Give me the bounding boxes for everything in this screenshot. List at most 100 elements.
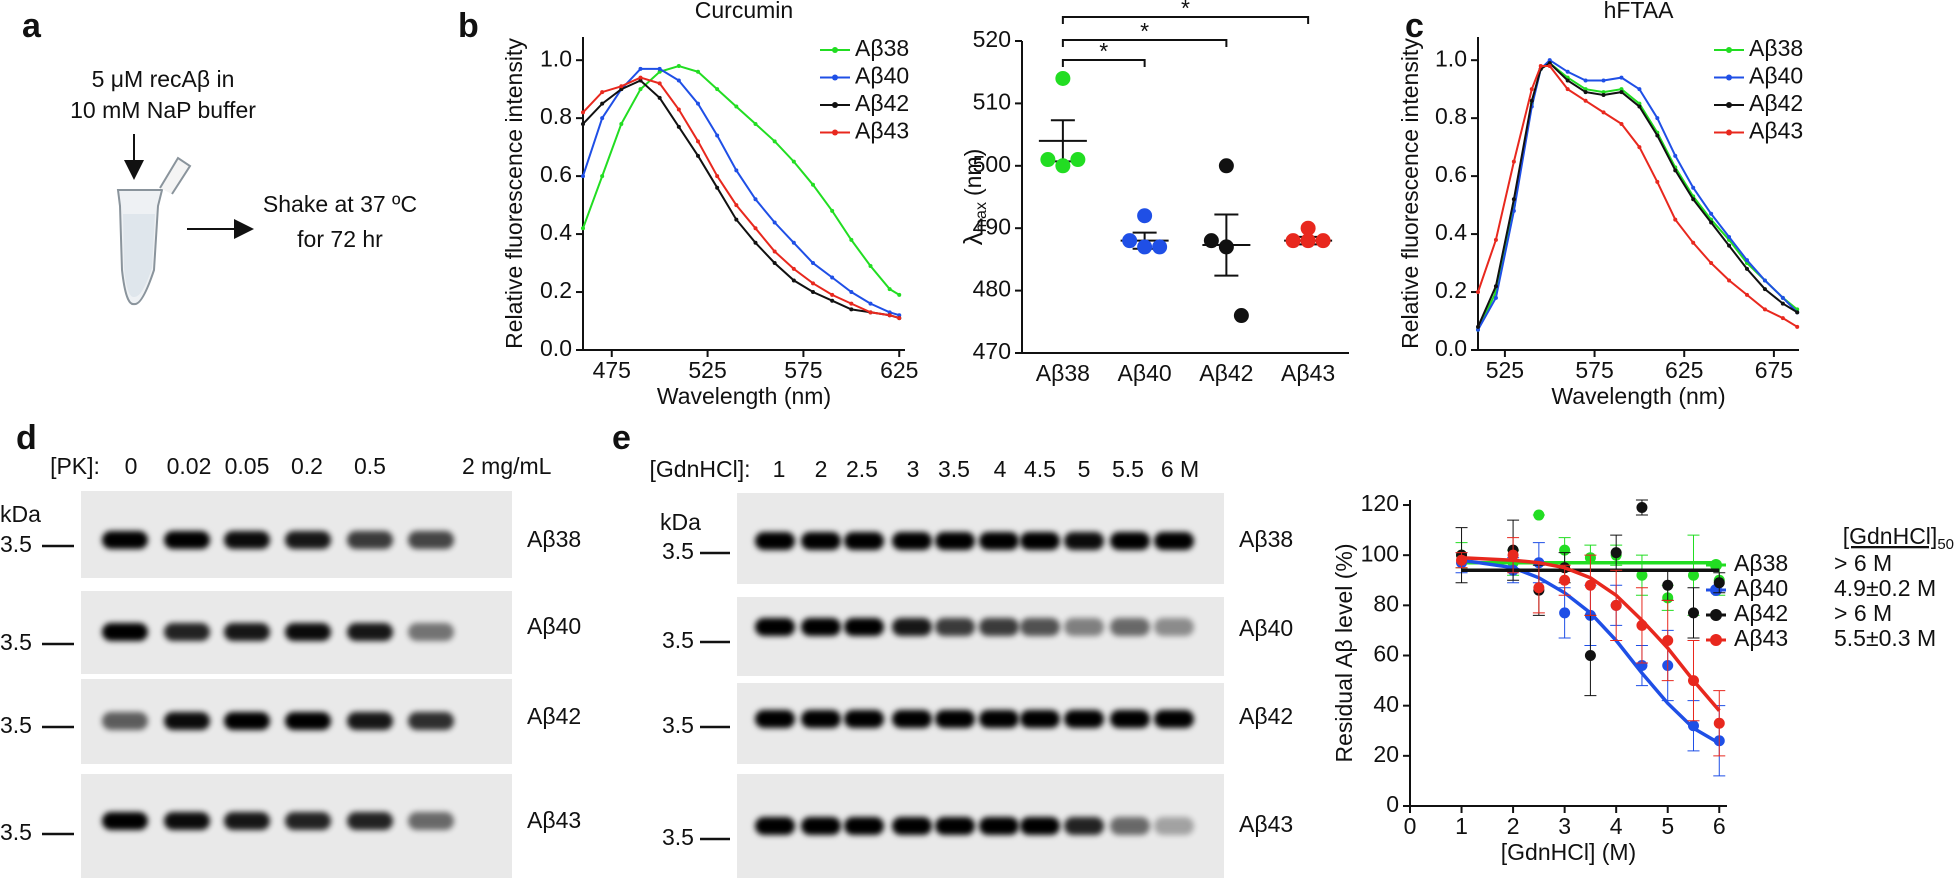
marker-label: 3.5: [0, 712, 32, 738]
blot-band: [224, 531, 270, 549]
data-point: [1152, 239, 1168, 255]
data-point: [1476, 327, 1480, 332]
data-point: [1533, 509, 1545, 521]
blot-header: [GdnHCl]:: [650, 456, 751, 482]
legend-label: Aβ42: [855, 90, 909, 116]
data-point: [1662, 579, 1674, 591]
blot-band: [408, 812, 454, 830]
data-point: [1673, 217, 1678, 222]
data-point: [734, 203, 739, 208]
data-point: [849, 307, 854, 312]
blot-band: [892, 532, 932, 550]
unit-label: kDa: [0, 501, 41, 527]
data-point: [696, 139, 700, 144]
blot-band: [1154, 532, 1194, 550]
blot-band: [285, 712, 331, 730]
data-point: [1762, 287, 1767, 292]
blot-band: [755, 710, 795, 728]
data-point: [791, 159, 796, 164]
data-point: [600, 101, 605, 106]
axis-line: [1021, 41, 1349, 354]
data-point: [1619, 90, 1624, 95]
data-point: [1529, 98, 1534, 103]
x-tick-label: 6: [1713, 813, 1726, 839]
blot-band: [1110, 817, 1150, 835]
row-label: Aβ38: [527, 526, 581, 552]
data-point: [676, 107, 681, 112]
data-point: [1744, 266, 1749, 271]
y-tick-label: 1.0: [540, 45, 572, 71]
data-point: [1673, 153, 1678, 158]
data-point: [657, 66, 662, 71]
legend-title-subscript: 50: [1937, 536, 1954, 553]
significance-label: *: [1181, 0, 1190, 21]
data-point: [1476, 290, 1480, 295]
schematic: 5 μM recAβ in 10 mM NaP buffer Shake at …: [70, 66, 417, 306]
marker-label: 3.5: [662, 627, 694, 653]
x-tick-label: 0: [1404, 813, 1417, 839]
legend-marker: [1726, 47, 1732, 53]
data-point: [1619, 121, 1624, 126]
x-tick-label: 575: [784, 357, 822, 383]
y-tick-label: 40: [1373, 691, 1399, 717]
blot-band: [801, 817, 841, 835]
blot-band: [164, 531, 210, 549]
y-tick-label: 0.4: [1435, 219, 1467, 245]
marker-label: 3.5: [662, 712, 694, 738]
y-tick-label: 0.0: [540, 335, 572, 361]
panel-label: b: [458, 7, 479, 45]
blot-band: [935, 710, 975, 728]
x-tick-label: 3: [1558, 813, 1571, 839]
blot-band: [1020, 618, 1060, 636]
data-point: [1137, 239, 1153, 255]
data-point: [1687, 607, 1699, 619]
unit-label: kDa: [660, 509, 701, 535]
data-point: [1565, 69, 1570, 74]
blot-band: [801, 618, 841, 636]
legend-marker: [1710, 634, 1722, 646]
blot-band: [935, 618, 975, 636]
data-point: [1610, 547, 1622, 559]
data-point: [1762, 278, 1767, 283]
blot-band: [892, 618, 932, 636]
legend-marker: [1710, 609, 1722, 621]
lane-label: 4: [994, 456, 1007, 482]
row-label: Aβ40: [527, 613, 581, 639]
y-axis-label-subscript: max: [973, 202, 990, 232]
data-point: [676, 124, 681, 129]
data-point: [696, 101, 700, 106]
row-label: Aβ38: [1239, 526, 1293, 552]
data-point: [1300, 233, 1316, 249]
significance-bracket: [1061, 16, 1310, 24]
data-point: [1285, 233, 1301, 249]
lane-label: 5.5: [1112, 456, 1144, 482]
blot-band: [408, 623, 454, 641]
blot-band: [1110, 532, 1150, 550]
legend-title: [GdnHCl]50: [1843, 523, 1954, 553]
data-point: [1691, 197, 1696, 202]
row-label: Aβ42: [1239, 703, 1293, 729]
legend-label: Aβ42: [1734, 600, 1788, 626]
blot-band: [801, 710, 841, 728]
data-point: [830, 208, 835, 213]
legend-marker: [832, 47, 838, 53]
data-point: [581, 226, 585, 231]
data-point: [1619, 87, 1624, 92]
sample-text: 5 μM recAβ in: [92, 66, 235, 92]
blot-band: [102, 623, 148, 641]
data-point: [753, 197, 758, 202]
data-point: [581, 174, 585, 179]
data-point: [1709, 261, 1714, 266]
y-axis-label: Relative fluorescence intensity: [1397, 38, 1423, 349]
data-point: [1583, 87, 1588, 92]
legend-label: Aβ42: [1749, 90, 1803, 116]
data-point: [1547, 63, 1552, 68]
legend-marker: [1726, 74, 1732, 81]
lane-label: 0.5: [354, 453, 386, 479]
y-tick-label: 1.0: [1435, 45, 1467, 71]
data-point: [753, 121, 758, 126]
data-point: [1655, 133, 1660, 138]
marker-label: 3.5: [0, 531, 32, 557]
data-point: [1636, 569, 1648, 581]
y-tick-label: 80: [1373, 590, 1399, 616]
